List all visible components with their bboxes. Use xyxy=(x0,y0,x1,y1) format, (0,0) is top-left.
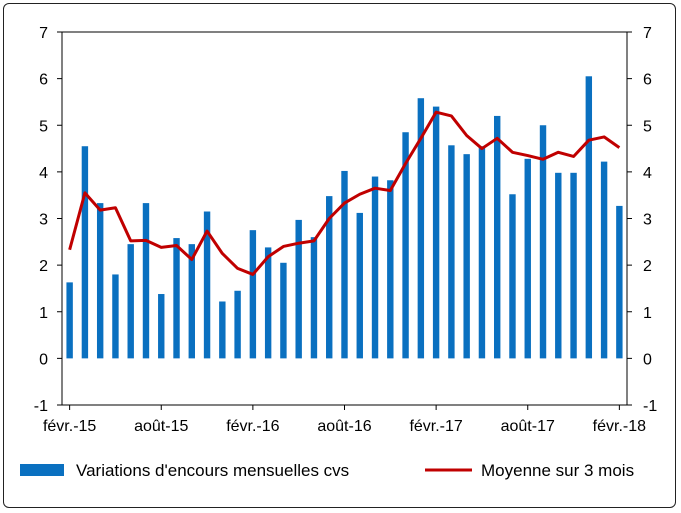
x-tick-label: févr.-17 xyxy=(409,418,462,435)
y-tick-label-left: 7 xyxy=(39,25,48,42)
bar xyxy=(417,98,425,359)
line-series xyxy=(68,110,621,276)
y-tick-label-right: 1 xyxy=(643,305,652,322)
y-tick-label-right: -1 xyxy=(643,398,657,415)
legend-line-label: Moyenne sur 3 mois xyxy=(481,461,634,480)
bar xyxy=(326,196,333,359)
bar xyxy=(158,294,165,359)
y-tick-label-right: 5 xyxy=(643,118,652,135)
x-tick-label: févr.-18 xyxy=(593,418,646,435)
bar xyxy=(341,170,348,359)
moving-average-line xyxy=(68,110,621,276)
bar xyxy=(173,238,180,359)
bar xyxy=(295,219,302,359)
legend: Variations d'encours mensuelles cvs Moye… xyxy=(20,461,634,480)
bar xyxy=(112,274,119,359)
y-tick-label-left: 1 xyxy=(39,305,48,322)
bar xyxy=(478,146,486,359)
chart-frame xyxy=(3,3,676,508)
y-tick-label-left: 3 xyxy=(39,212,48,229)
bar xyxy=(188,244,195,359)
bar xyxy=(600,161,608,359)
bar xyxy=(616,205,623,359)
y-tick-label-left: 4 xyxy=(39,165,48,182)
axes: 7 6 5 4 3 2 1 0 -1 7 6 5 4 3 2 1 0 -1 févr.-15 août-15 févr.… xyxy=(34,25,658,435)
bar xyxy=(463,154,470,359)
bar xyxy=(203,211,211,359)
bar xyxy=(264,247,272,359)
bar xyxy=(555,172,562,359)
bar xyxy=(524,158,531,359)
bar xyxy=(387,180,394,359)
y-tick-label-right: 6 xyxy=(643,72,652,89)
bar xyxy=(234,290,241,359)
x-tick-label: févr.-16 xyxy=(226,418,279,435)
y-tick-label-right: 2 xyxy=(643,258,652,275)
bar xyxy=(280,262,287,359)
bar xyxy=(356,212,363,359)
bar xyxy=(249,230,257,359)
y-tick-label-left: -1 xyxy=(34,398,48,415)
bar xyxy=(539,125,547,359)
bar xyxy=(402,132,409,359)
bar xyxy=(494,115,501,359)
bar xyxy=(585,76,593,359)
bar xyxy=(371,176,379,359)
bar xyxy=(66,282,73,359)
y-tick-label-right: 4 xyxy=(643,165,652,182)
y-tick-label-right: 7 xyxy=(643,25,652,42)
bar xyxy=(310,237,318,359)
y-tick-label-left: 6 xyxy=(39,72,48,89)
x-tick-label: août-16 xyxy=(317,418,371,435)
x-tick-label: févr.-15 xyxy=(43,418,96,435)
y-tick-label-right: 3 xyxy=(643,212,652,229)
bar xyxy=(432,106,440,359)
y-tick-label-left: 0 xyxy=(39,351,48,368)
bar xyxy=(570,172,577,359)
bar xyxy=(448,145,455,359)
x-tick-label: août-17 xyxy=(501,418,555,435)
y-tick-label-right: 0 xyxy=(643,351,652,368)
x-tick-label: août-15 xyxy=(134,418,188,435)
y-tick-label-left: 2 xyxy=(39,258,48,275)
legend-bar-label: Variations d'encours mensuelles cvs xyxy=(76,461,349,480)
y-tick-label-left: 5 xyxy=(39,118,48,135)
bar xyxy=(96,203,104,359)
bar xyxy=(219,301,226,359)
bar xyxy=(509,194,516,359)
legend-bar-swatch xyxy=(20,464,64,476)
bar-series xyxy=(66,76,623,359)
bar xyxy=(81,146,89,359)
bar xyxy=(127,244,134,359)
bar xyxy=(142,203,150,359)
